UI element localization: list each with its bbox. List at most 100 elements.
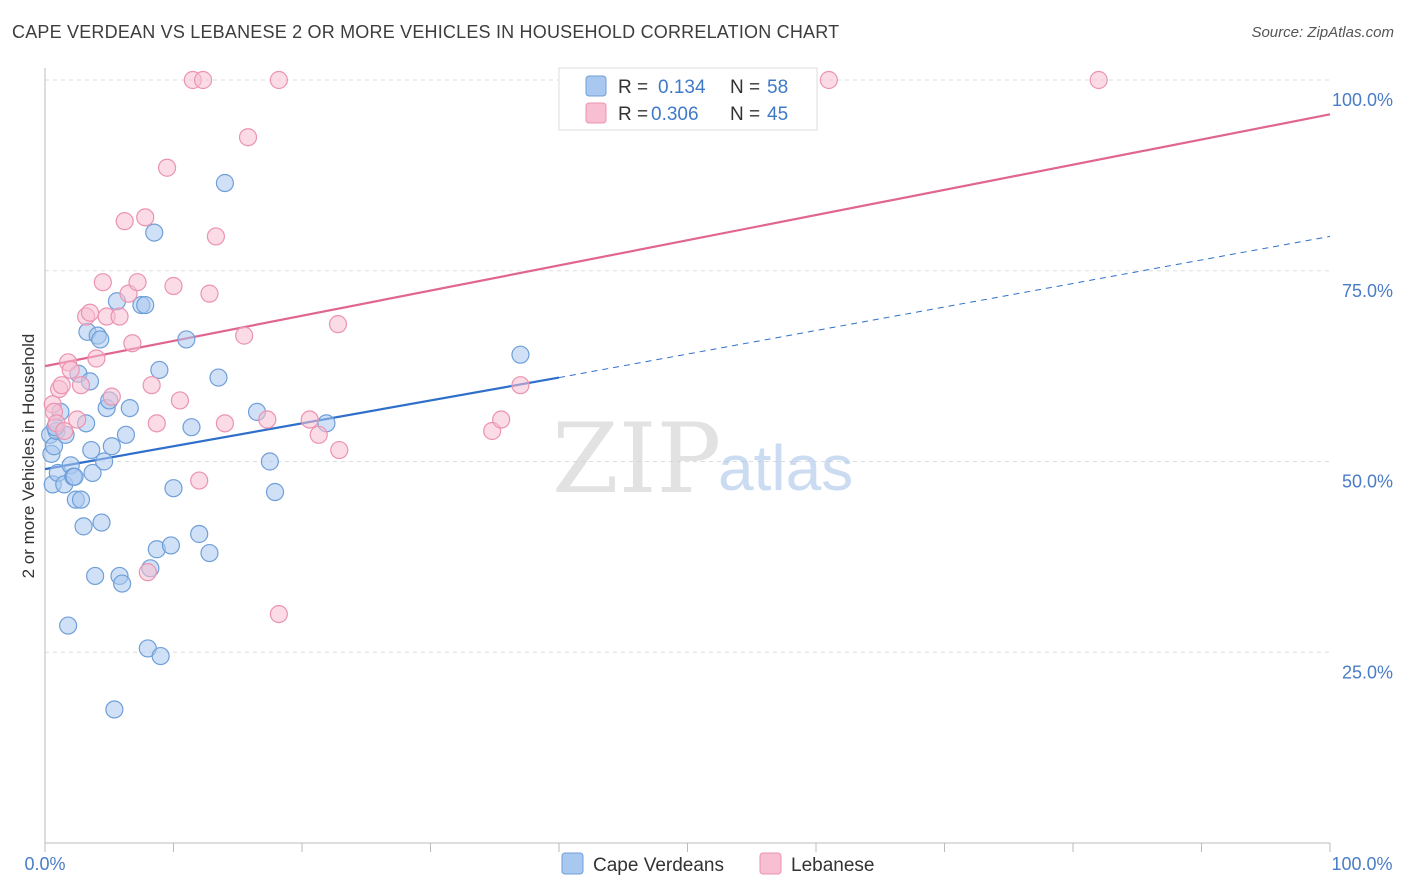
legend-swatch-pink (585, 102, 607, 124)
cape-verdean-point (209, 368, 228, 387)
cape-verdean-point (116, 425, 136, 444)
bottom-legend-swatch-blue (561, 852, 584, 875)
lebanese-point (164, 276, 183, 296)
lebanese-point (193, 70, 213, 90)
cape-verdean-point (161, 536, 181, 555)
lebanese-point (200, 284, 219, 303)
bottom-legend-label-blue: Cape Verdeans (593, 855, 724, 876)
cape-verdean-point (82, 440, 101, 460)
lebanese-points (43, 70, 1108, 624)
legend-r-value-pink: 0.306 (651, 104, 699, 125)
lebanese-point (206, 227, 226, 246)
legend-swatch-blue (585, 75, 607, 97)
legend-n-label-pink: N = (730, 104, 760, 125)
lebanese-point (68, 410, 87, 429)
lebanese-point (269, 70, 288, 90)
cape-verdean-point (260, 452, 279, 471)
cape-verdean-point (105, 700, 124, 719)
lebanese-point (309, 425, 328, 444)
lebanese-point (93, 273, 112, 292)
cape-verdean-point (145, 223, 164, 242)
y-tick-label-100: 100.0% (1332, 90, 1393, 110)
cape-verdean-point (83, 463, 102, 483)
y-tick-label-25: 25.0% (1342, 662, 1393, 682)
lebanese-point (80, 303, 100, 322)
cape-verdean-point (182, 418, 201, 437)
lebanese-point (215, 414, 234, 433)
lebanese-point (492, 410, 511, 429)
grid-lines (45, 79, 1330, 653)
legend-n-value-pink: 45 (767, 104, 788, 125)
cape-verdean-point (164, 479, 183, 498)
cape-verdean-point (102, 437, 121, 456)
bottom-legend-label-pink: Lebanese (791, 855, 874, 876)
cape-verdean-point (120, 398, 139, 418)
cape-verdean-point (74, 517, 93, 536)
lebanese-point (71, 376, 91, 395)
legend-n-value-blue: 58 (767, 77, 788, 98)
chart-title: CAPE VERDEAN VS LEBANESE 2 OR MORE VEHIC… (12, 22, 840, 42)
lebanese-point (238, 128, 258, 147)
lebanese-point (330, 440, 349, 460)
cape-verdean-point (190, 524, 209, 544)
cape-verdean-point (265, 482, 285, 502)
legend: R = 0.134 N = 58 R = 0.306 N = 45 (558, 67, 818, 131)
trend-line-lebanese (44, 113, 1331, 368)
legend-n-label-blue: N = (730, 77, 760, 98)
bottom-legend: Cape Verdeans Lebanese (561, 852, 874, 876)
cape-verdean-point (151, 646, 170, 666)
lebanese-point (511, 376, 530, 395)
lebanese-point (87, 349, 106, 368)
bottom-legend-swatch-pink (759, 852, 782, 875)
lebanese-point (147, 414, 166, 433)
cape-verdean-points (41, 173, 530, 719)
lebanese-point (170, 391, 190, 410)
lebanese-point (52, 376, 71, 395)
y-axis-title: 2 or more Vehicles in Household (19, 334, 38, 579)
cape-verdean-point (59, 616, 78, 635)
lebanese-point (102, 387, 121, 406)
lebanese-point (61, 360, 80, 380)
lebanese-point (328, 315, 348, 334)
cape-verdean-point (86, 566, 105, 586)
lebanese-point (142, 376, 161, 395)
cape-verdean-point (215, 173, 234, 193)
lebanese-point (138, 563, 157, 582)
cape-verdean-point (91, 330, 110, 349)
y-tick-label-50: 50.0% (1342, 472, 1393, 492)
watermark-atlas: atlas (718, 432, 853, 504)
cape-verdean-point (65, 467, 84, 486)
lebanese-point (55, 421, 74, 441)
lebanese-point (115, 212, 134, 231)
lebanese-point (123, 334, 142, 353)
legend-r-value-blue: 0.134 (658, 77, 706, 98)
watermark: ZIP atlas (552, 403, 853, 515)
lebanese-point (128, 273, 147, 292)
source-label: Source: ZipAtlas.com (1251, 24, 1394, 41)
cape-verdean-point (112, 574, 132, 593)
lebanese-point (300, 410, 319, 429)
lebanese-point (157, 158, 177, 177)
x-tick-label-max: 100.0% (1331, 854, 1392, 874)
cape-verdean-point (92, 513, 111, 532)
legend-r-label-blue: R = (618, 77, 648, 98)
x-axis-ticks (44, 843, 1331, 852)
lebanese-point (269, 604, 288, 624)
lebanese-point (1089, 70, 1108, 90)
lebanese-point (136, 208, 155, 227)
x-tick-label-min: 0.0% (24, 854, 65, 874)
y-tick-labels: 25.0% 50.0% 75.0% 100.0% (1332, 90, 1393, 682)
cape-verdean-point (71, 490, 91, 509)
lebanese-point (235, 326, 254, 345)
lebanese-point (110, 307, 129, 326)
cape-verdean-point (177, 330, 196, 349)
trend-line-cape-verdean-extrapolated (558, 235, 1331, 379)
cape-verdean-point (150, 360, 169, 380)
cape-verdean-point (511, 345, 530, 364)
lebanese-point (190, 471, 209, 490)
lebanese-point (258, 410, 277, 429)
cape-verdean-point (200, 543, 219, 563)
lebanese-point (819, 70, 838, 90)
y-tick-label-75: 75.0% (1342, 281, 1393, 301)
